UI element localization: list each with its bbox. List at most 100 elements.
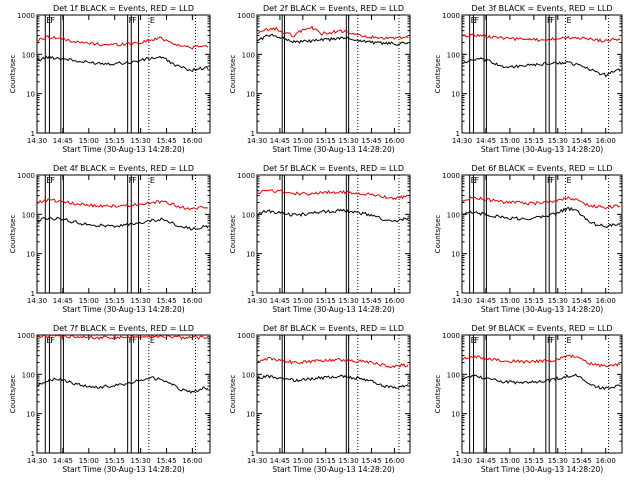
panel-5-title: Det 5f BLACK = Events, RED = LLD [263,164,404,173]
panel-8-title: Det 8f BLACK = Events, RED = LLD [263,324,404,333]
panel-1-xtick-label: 15:45 [156,137,176,145]
panel-8-plot-frame [256,334,411,454]
panel-2-xtick-label: 15:30 [339,137,359,145]
panel-9-title: Det 9f BLACK = Events, RED = LLD [471,324,612,333]
panel-2-plot-frame [256,14,411,134]
panel-2-xtick-label: 15:45 [361,137,381,145]
panel-8-ytick-label: 10 [246,411,255,419]
panel-7-xtick-label: 15:45 [156,457,176,465]
panel-9-xaxis-label: Start Time (30-Aug-13 14:28:20) [481,465,603,474]
panel-6-ytick-label: 100 [447,211,460,219]
panel-4-plot-frame [36,174,211,294]
panel-6-xtick-label: 16:00 [596,297,616,305]
panel-1-ytick-label: 1 [31,130,35,138]
panel-7-xtick-label: 15:30 [130,457,150,465]
panel-7-marker-label: F [132,336,137,345]
panel-5-xtick-label: 15:15 [316,297,336,305]
panel-6-yaxis-label: Counts/sec [434,215,442,254]
panel-1-marker-label: E [46,16,51,25]
panel-2-title: Det 2f BLACK = Events, RED = LLD [263,4,404,13]
panel-4-marker-label: E [46,176,51,185]
panel-1-xtick-label: 15:30 [130,137,150,145]
panel-6-series-lld-line [461,196,621,210]
panel-6-xtick-label: 15:00 [500,297,520,305]
panel-8-xtick-label: 14:30 [247,457,267,465]
panel-5-xtick-label: 15:45 [361,297,381,305]
panel-9-ytick-label: 10 [451,411,460,419]
panel-2-ytick-label: 100 [242,51,255,59]
panel-1-xtick-label: 14:45 [53,137,73,145]
panel-4-ytick-label: 1 [31,290,35,298]
panel-9-xtick-label: 15:30 [548,457,568,465]
panel-2-ytick-label: 10 [246,91,255,99]
panel-8-xtick-label: 14:45 [270,457,290,465]
panel-7-ytick-label: 1 [31,450,35,458]
panel-5-ytick-label: 100 [242,211,255,219]
panel-6-xaxis-label: Start Time (30-Aug-13 14:28:20) [481,305,603,314]
panel-1-xtick-label: 14:30 [27,137,47,145]
panel-2-xaxis-label: Start Time (30-Aug-13 14:28:20) [272,145,394,154]
panel-6-xtick-label: 15:15 [524,297,544,305]
panel-8-ytick-label: 1 [251,450,255,458]
panel-4-ytick-label: 100 [22,211,35,219]
panel-5-plot-frame [256,174,411,294]
panel-9-series-events-line [461,373,621,391]
panel-2-series-lld-line [257,25,409,40]
panel-3-ytick-label: 10 [451,91,460,99]
panel-1-yaxis-label: Counts/sec [9,55,17,94]
panel-4-ytick-label: 10 [26,251,35,259]
panel-8-xtick-label: 15:30 [339,457,359,465]
panel-3-ytick-label: 100 [447,51,460,59]
panel-3-xtick-label: 14:30 [452,137,472,145]
panel-4-marker-label: E [150,176,155,185]
panel-1-marker-label: F [50,16,55,25]
panel-3-series-lld-line [461,33,621,43]
panel-9-ytick-label: 1 [456,450,460,458]
panel-6-xtick-label: 15:45 [572,297,592,305]
panel-1-series-events-line [36,54,209,73]
panel-1-xaxis-label: Start Time (30-Aug-13 14:28:20) [62,145,184,154]
panel-1-ytick-label: 10 [26,91,35,99]
panel-4-xtick-label: 14:30 [27,297,47,305]
panel-5-xtick-label: 15:30 [339,297,359,305]
panel-4-xtick-label: 15:30 [130,297,150,305]
panel-5-series-lld-line [256,188,409,201]
panel-3-xaxis-label: Start Time (30-Aug-13 14:28:20) [481,145,603,154]
panel-6-xtick-label: 15:30 [548,297,568,305]
panel-9-xtick-label: 15:15 [524,457,544,465]
panel-9-xtick-label: 14:45 [476,457,496,465]
panel-3-xtick-label: 15:30 [548,137,568,145]
panel-1-xtick-label: 15:15 [105,137,125,145]
panel-5-xtick-label: 15:00 [293,297,313,305]
panel-1-series-lld-line [36,35,209,50]
panel-5-xtick-label: 16:00 [384,297,404,305]
panel-1-marker-label: F [132,16,137,25]
panel-3-xtick-label: 16:00 [596,137,616,145]
panel-5-ytick-label: 10 [246,251,255,259]
panel-1-xtick-label: 15:00 [79,137,99,145]
panel-2-yaxis-label: Counts/sec [229,55,237,94]
panel-7-xtick-label: 15:00 [79,457,99,465]
panel-6-plot-frame [461,174,623,294]
panel-7-plot-frame [36,334,211,454]
panel-7-ytick-label: 10 [26,411,35,419]
panel-5-ytick-label: 1 [251,290,255,298]
panel-4-marker-label: F [50,176,55,185]
panel-7-xtick-label: 16:00 [182,457,202,465]
panel-9-plot-frame [461,334,623,454]
panel-3-marker-label: E [566,16,571,25]
panel-2-ytick-label: 1 [251,130,255,138]
panel-6-xtick-label: 14:30 [452,297,472,305]
panel-6-ytick-label: 1 [456,290,460,298]
panel-4-series-events-line [36,216,209,231]
panel-1-plot-frame [36,14,211,134]
panel-7-marker-label: E [46,336,51,345]
panel-9-marker-label: E [566,336,571,345]
panel-6-marker-label: F [474,176,479,185]
panel-7-yaxis-label: Counts/sec [9,375,17,414]
panel-8-ytick-label: 100 [242,371,255,379]
panel-7-marker-label: F [50,336,55,345]
panel-6-xtick-label: 14:45 [476,297,496,305]
panel-9-xtick-label: 15:45 [572,457,592,465]
